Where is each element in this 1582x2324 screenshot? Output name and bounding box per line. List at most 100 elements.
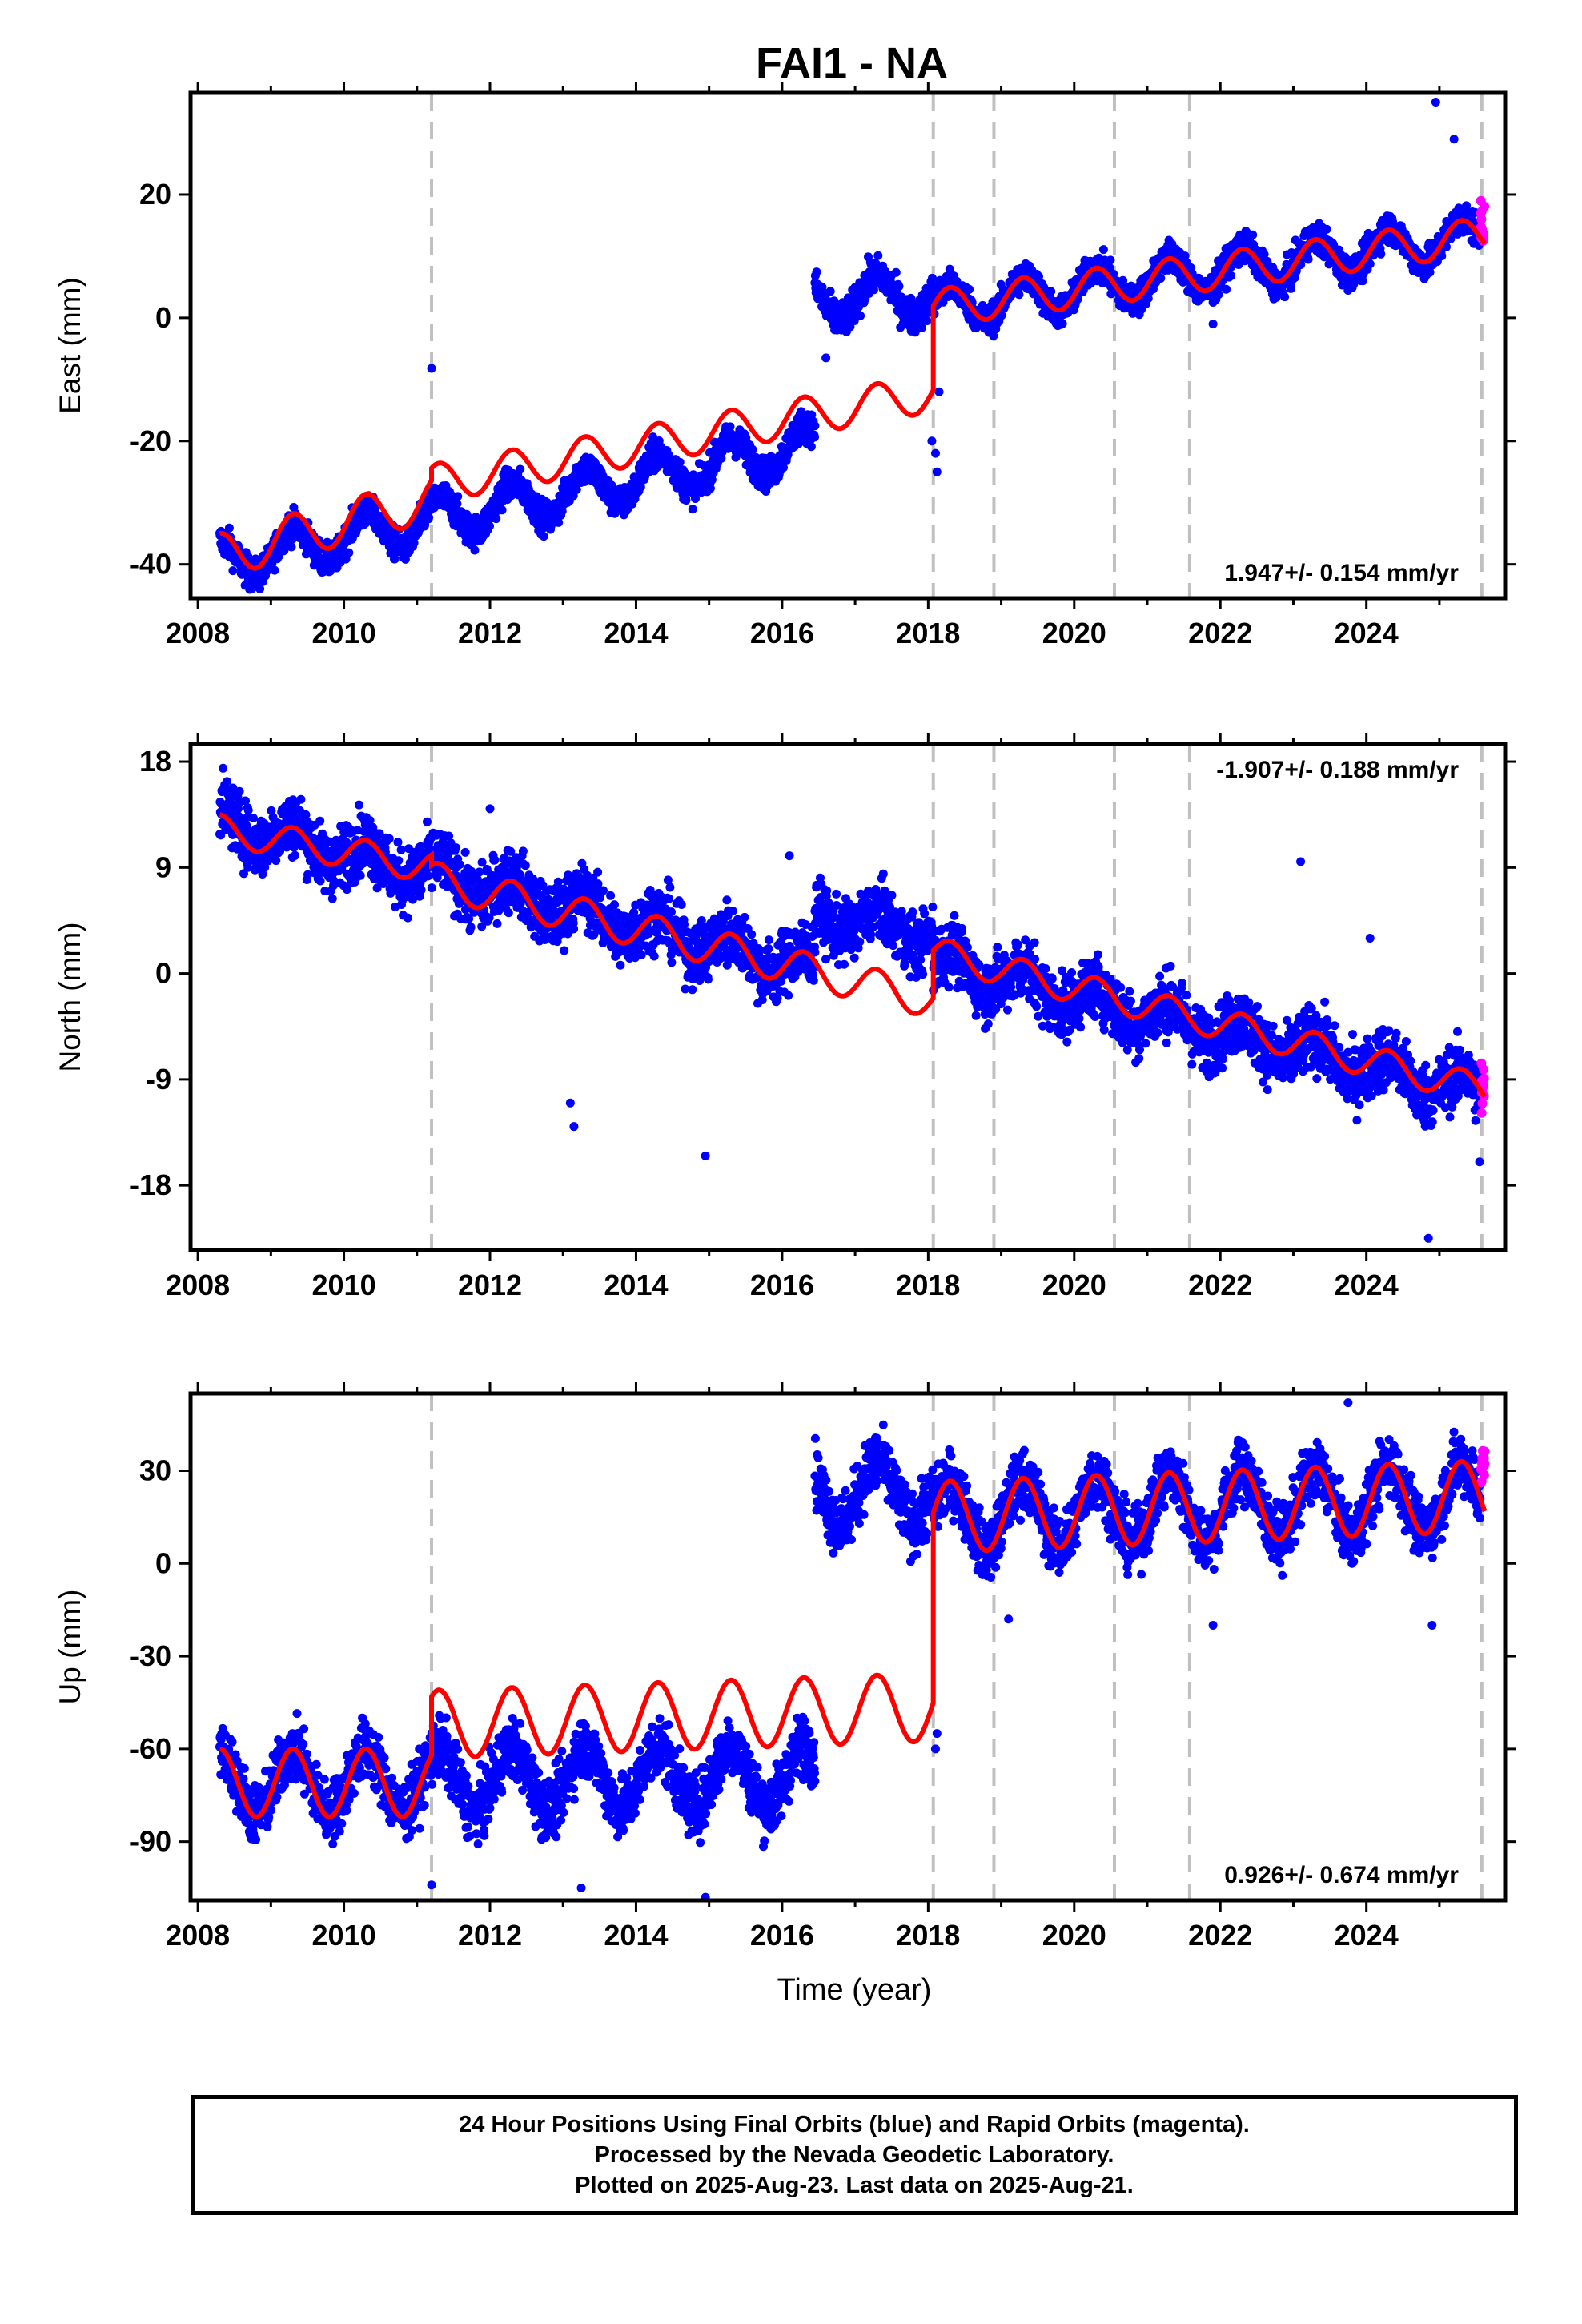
data-point	[741, 433, 751, 443]
data-point	[572, 485, 581, 494]
data-point	[675, 457, 685, 467]
data-point	[1271, 293, 1281, 302]
data-point	[894, 282, 904, 292]
data-point	[497, 505, 507, 515]
data-point	[1106, 255, 1115, 265]
data-point	[554, 517, 564, 527]
data-point	[296, 794, 306, 804]
data-point	[248, 814, 258, 822]
data-point	[725, 422, 735, 432]
data-point	[485, 521, 494, 531]
x-tick-label: 2010	[312, 617, 376, 649]
data-point	[291, 850, 299, 860]
data-point	[1280, 292, 1290, 302]
data-point	[1322, 224, 1331, 234]
data-point	[1137, 304, 1146, 314]
data-point	[394, 856, 404, 866]
data-point	[873, 251, 883, 260]
data-point	[1208, 320, 1218, 329]
data-point	[393, 838, 403, 847]
data-point	[315, 816, 325, 826]
data-point	[1227, 271, 1236, 280]
data-point	[1058, 319, 1067, 328]
data-point	[279, 545, 289, 555]
y-tick-label: -20	[130, 424, 171, 457]
data-point	[492, 514, 501, 524]
data-point	[355, 800, 363, 810]
data-point	[455, 860, 464, 869]
data-point	[1214, 290, 1223, 300]
data-point	[287, 542, 296, 552]
data-point	[1376, 249, 1386, 259]
data-point	[518, 846, 528, 856]
data-point	[1259, 250, 1269, 259]
data-point	[922, 316, 932, 325]
y-tick-label: -40	[130, 548, 171, 581]
rate-label: 1.947+/- 0.154 mm/yr	[1224, 560, 1459, 586]
data-point	[891, 267, 901, 277]
data-point	[1034, 271, 1043, 281]
data-point	[989, 331, 998, 340]
data-point	[928, 273, 937, 283]
data-point	[466, 923, 476, 932]
data-point	[427, 883, 436, 893]
data-point	[783, 450, 793, 460]
data-point	[424, 871, 433, 881]
data-point	[492, 919, 502, 928]
data-point	[1156, 274, 1166, 283]
data-point	[427, 364, 436, 373]
y-axis-title: East (mm)	[54, 277, 86, 414]
data-point	[810, 421, 820, 431]
data-point	[403, 913, 412, 923]
plot-area	[215, 744, 1489, 1250]
data-point	[705, 484, 715, 493]
x-tick-label: 2024	[1335, 617, 1399, 649]
data-point	[691, 494, 700, 503]
data-point	[1222, 284, 1231, 294]
data-point	[751, 452, 761, 462]
data-point	[630, 494, 640, 504]
data-point	[748, 444, 757, 454]
y-tick-label: 0	[155, 301, 171, 334]
data-point	[243, 806, 253, 815]
data-point	[396, 845, 406, 854]
data-point	[997, 311, 1006, 320]
data-point	[934, 387, 944, 396]
data-point	[1425, 267, 1435, 277]
data-point	[1098, 245, 1108, 255]
data-point	[424, 513, 434, 522]
data-point	[1143, 294, 1153, 304]
data-point	[344, 548, 354, 557]
data-point	[810, 432, 819, 442]
data-point	[681, 496, 691, 505]
x-tick-label: 2014	[604, 617, 668, 649]
data-point	[812, 267, 821, 277]
x-tick-label: 2008	[166, 617, 230, 649]
data-point	[1365, 259, 1375, 269]
data-point	[539, 532, 548, 541]
panel-north: 2008 2010 2012 2014 2016 2018 2020 2022 2024-18-…	[54, 733, 1516, 1301]
data-point	[607, 481, 616, 490]
data-point	[560, 946, 569, 955]
x-tick-label: 2016	[750, 617, 814, 649]
data-point	[327, 894, 337, 903]
chart-title: FAI1 - NA	[756, 39, 948, 87]
data-point	[1449, 135, 1459, 144]
data-point	[932, 467, 942, 476]
data-point	[636, 482, 645, 492]
data-point	[1180, 251, 1190, 261]
data-point	[270, 565, 279, 575]
data-point	[315, 876, 325, 886]
panel-east: 2008 2010 2012 2014 2016 2018 2020 2022 2024-40-…	[54, 82, 1516, 649]
data-point	[224, 523, 234, 533]
data-point	[490, 855, 500, 865]
data-point	[470, 545, 480, 555]
data-point	[825, 287, 835, 296]
data-point	[1358, 276, 1367, 286]
data-point	[707, 475, 717, 485]
final-orbit-points	[215, 201, 1485, 594]
data-point	[1286, 283, 1295, 293]
rapid-orbit-point	[1476, 214, 1487, 224]
data-point	[452, 843, 461, 853]
data-point	[223, 777, 231, 786]
